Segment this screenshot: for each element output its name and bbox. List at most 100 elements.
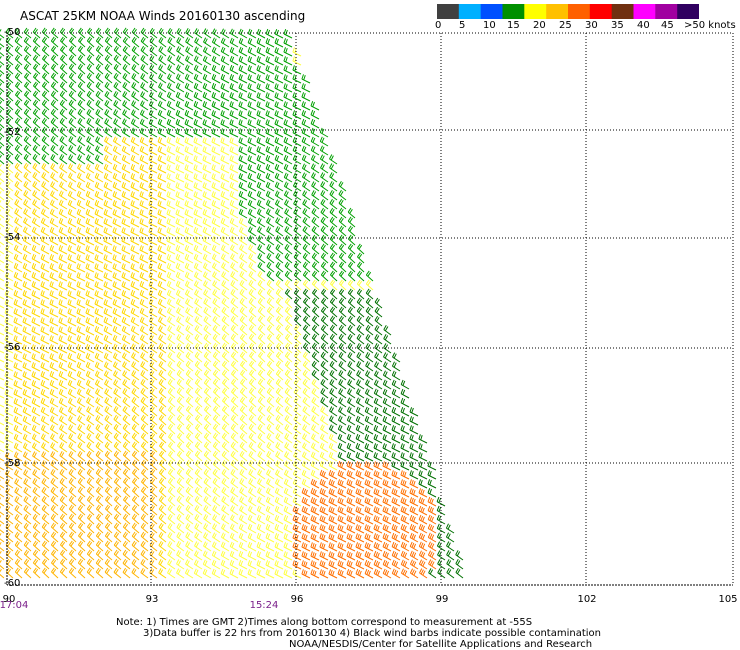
wind-barb: [22, 397, 32, 408]
wind-barb: [67, 406, 77, 417]
wind-barb: [203, 541, 212, 552]
wind-barb: [59, 567, 68, 579]
wind-barb: [176, 495, 185, 507]
wind-barb: [220, 37, 230, 48]
wind-barb: [139, 200, 149, 210]
wind-barb: [274, 496, 284, 507]
wind-barb: [68, 468, 77, 480]
wind-barb: [310, 506, 320, 516]
wind-barb: [0, 99, 5, 111]
wind-barb: [184, 253, 194, 264]
wind-barb: [275, 387, 284, 399]
wind-barb: [365, 379, 374, 390]
wind-barb: [59, 99, 68, 111]
wind-barb: [13, 299, 23, 309]
wind-barb: [265, 523, 275, 534]
wind-barb: [158, 531, 167, 543]
wind-barb: [284, 360, 293, 372]
wind-barb: [23, 549, 32, 561]
wind-barb: [256, 199, 266, 210]
wind-barb: [347, 379, 356, 390]
wind-barb: [203, 441, 212, 453]
wind-barb: [85, 299, 95, 309]
wind-barb: [247, 128, 257, 138]
wind-barb: [0, 395, 5, 399]
wind-barb: [346, 560, 356, 570]
wind-barb: [284, 217, 293, 228]
wind-barb: [86, 415, 95, 426]
wind-barb: [13, 389, 23, 399]
wind-barb: [239, 441, 248, 453]
wind-barb: [310, 460, 320, 471]
wind-barb: [194, 289, 203, 300]
wind-barb: [364, 568, 374, 579]
wind-barb: [4, 271, 14, 282]
wind-barb: [364, 488, 374, 498]
wind-barb: [49, 353, 59, 363]
wind-barb: [248, 351, 257, 363]
wind-barb: [211, 155, 221, 165]
wind-barb: [121, 254, 131, 264]
wind-barb: [238, 235, 248, 246]
wind-barb: [148, 145, 158, 156]
wind-barb: [59, 495, 68, 507]
wind-barb: [176, 46, 185, 57]
wind-barb: [329, 154, 338, 165]
wind-barb: [31, 388, 41, 399]
wind-barb: [409, 550, 419, 561]
wind-barb: [148, 173, 158, 183]
wind-barb: [212, 306, 221, 318]
wind-barb: [302, 288, 311, 300]
wind-barb: [212, 532, 221, 543]
wind-barb: [356, 279, 365, 291]
wind-barb: [140, 549, 149, 561]
wind-barb: [86, 531, 95, 543]
wind-barb: [157, 100, 167, 111]
wind-barb: [275, 208, 284, 219]
wind-barb: [113, 495, 122, 507]
wind-barb: [176, 477, 185, 489]
wind-barb: [256, 190, 266, 201]
wind-barb: [238, 541, 248, 552]
wind-barb: [50, 72, 59, 84]
wind-barb: [23, 495, 32, 507]
wind-barb: [59, 540, 68, 552]
wind-barb: [256, 65, 266, 75]
wind-barb: [67, 335, 77, 345]
wind-barb: [256, 217, 266, 228]
wind-barb: [4, 415, 14, 426]
wind-barb: [167, 360, 176, 372]
wind-barb: [113, 540, 122, 552]
wind-barb: [275, 306, 284, 318]
wind-barb: [211, 200, 221, 210]
wind-barb: [4, 308, 14, 318]
wind-barb: [167, 46, 176, 57]
wind-barb: [4, 424, 14, 435]
wind-barb: [194, 378, 203, 390]
wind-barb: [122, 495, 131, 507]
wind-barb: [41, 36, 50, 48]
wind-barb: [14, 162, 23, 174]
wind-barb: [103, 172, 113, 183]
wind-barb: [67, 245, 77, 255]
wind-barb: [347, 270, 356, 282]
wind-barb: [265, 172, 275, 183]
wind-barb: [212, 486, 221, 498]
wind-barb: [103, 343, 113, 354]
wind-barb: [374, 306, 383, 318]
wind-barb: [167, 568, 176, 579]
wind-barb: [14, 487, 23, 498]
wind-barb: [113, 54, 122, 66]
wind-barb: [158, 352, 167, 363]
wind-barb: [356, 379, 365, 390]
wind-barb: [122, 558, 131, 570]
wind-barb: [148, 280, 158, 291]
wind-barb: [302, 333, 311, 345]
wind-barb: [94, 254, 104, 264]
wind-barb: [194, 414, 203, 426]
wind-barb: [175, 209, 185, 219]
wind-barb: [302, 315, 311, 327]
wind-barb: [167, 343, 176, 354]
wind-barb: [274, 101, 284, 111]
wind-barb: [67, 199, 77, 210]
